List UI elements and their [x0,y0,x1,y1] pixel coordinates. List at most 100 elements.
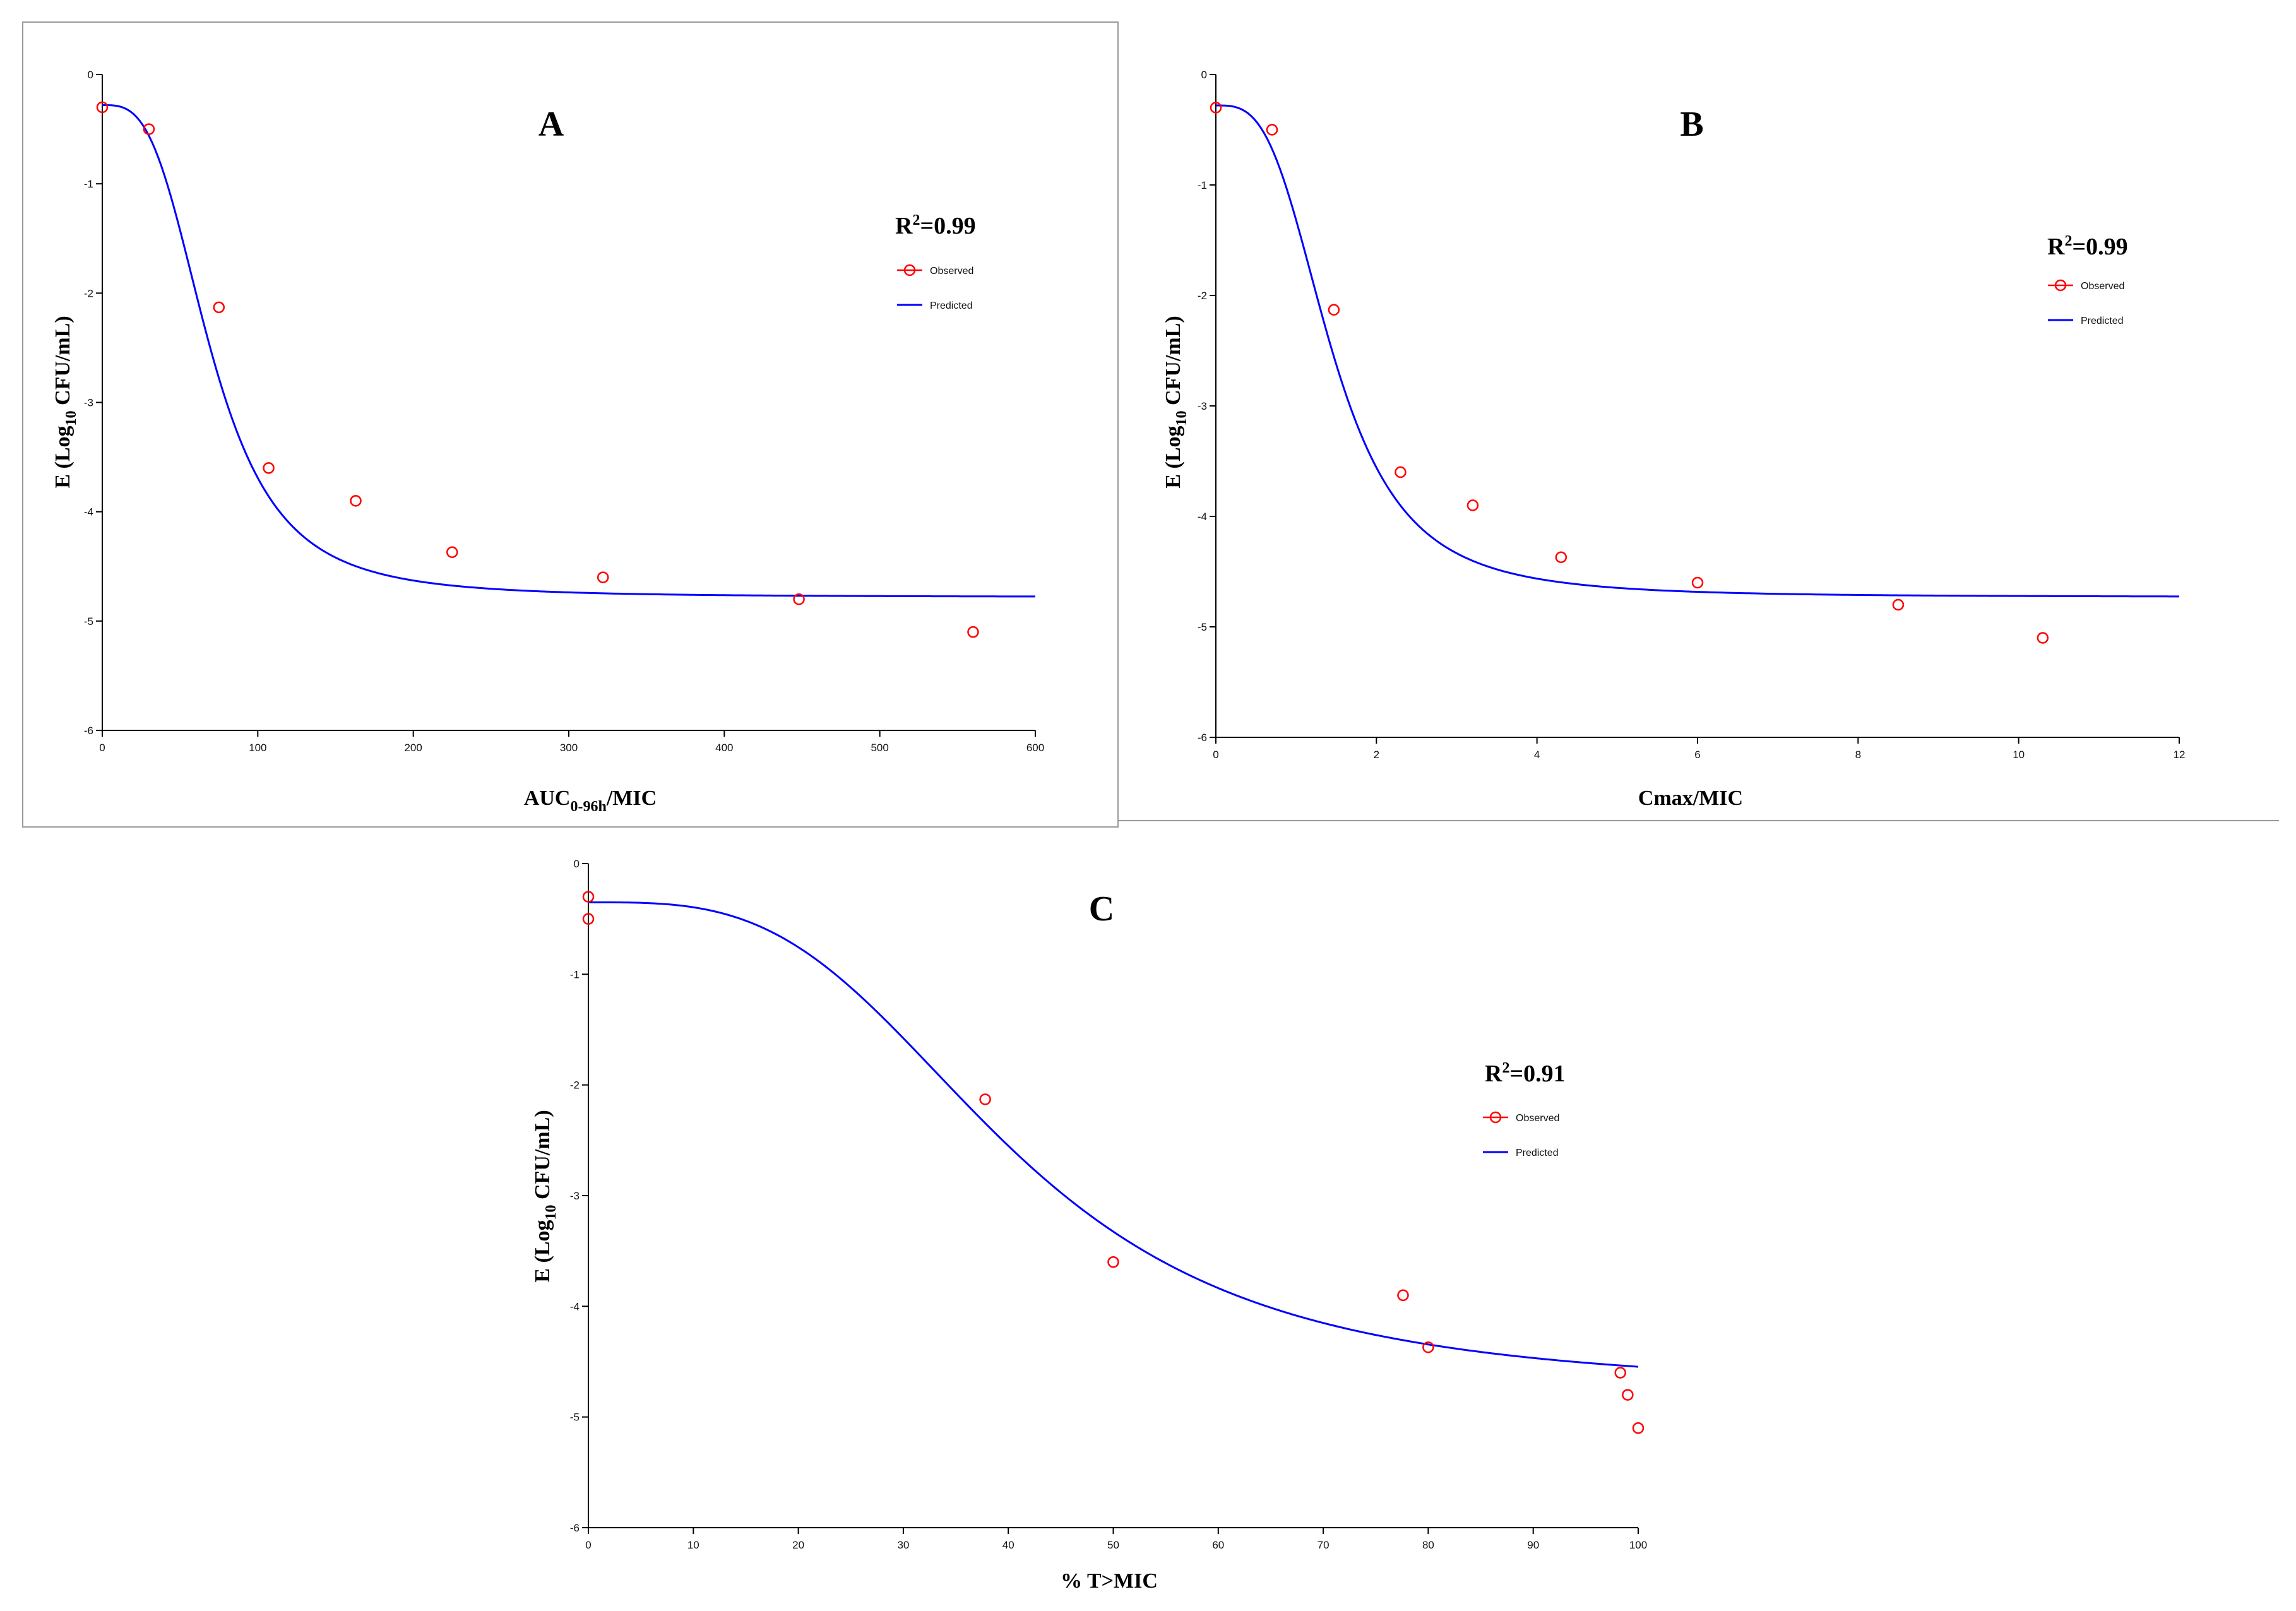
x-tick-label: 30 [897,1539,909,1551]
x-tick-label: 100 [1629,1539,1647,1551]
x-tick-label: 0 [1213,749,1218,761]
y-tick-label: 0 [88,69,93,81]
x-tick-label: 60 [1212,1539,1224,1551]
r2-symbol: R [895,213,913,239]
observed-point [1691,576,1704,589]
x-tick-label: 90 [1527,1539,1539,1551]
observed-point [350,495,362,507]
x-tick-label: 10 [2013,749,2025,761]
x-axis-title: AUC0-96h/MIC [524,787,657,815]
x-axis-title: % T>MIC [1061,1569,1158,1593]
y-axis-title-main: E (Log [1162,425,1185,488]
y-tick-label: -3 [84,397,93,409]
y-tick-label: -5 [84,615,93,627]
y-tick-label: -5 [570,1412,580,1424]
observed-point [1614,1367,1626,1379]
y-axis-title: E (Log10 CFU/mL) [51,316,80,488]
legend: Observed Predicted [897,264,973,311]
y-tick-label: -3 [1198,400,1207,412]
chart-panel-a: 0 100 200 300 400 500 600 0 -1 -2 -3 -4 -5 -6 A R2=0.99… [51,69,1044,815]
y-tick-label: -4 [570,1300,580,1312]
legend-observed-label: Observed [1516,1113,1559,1124]
x-tick-label: 600 [1026,742,1044,754]
y-tick-label: -1 [1198,179,1207,191]
legend-observed-label: Observed [2081,281,2124,292]
observed-point [967,626,979,638]
x-tick-label: 500 [871,742,888,754]
observed-point [446,546,458,558]
observed-point [1422,1341,1434,1353]
x-tick-label: 40 [1002,1539,1014,1551]
observed-point [1266,124,1278,136]
observed-point [597,571,609,583]
r-squared-label: R2=0.91 [1485,1060,1566,1087]
x-tick-label: 2 [1374,749,1379,761]
x-tick-label: 4 [1534,749,1540,761]
r2-value: =0.99 [920,213,975,239]
x-axis-title-main: AUC [524,787,571,810]
legend: Observed Predicted [2048,279,2124,326]
observed-point [582,913,595,925]
y-axis-title-main: E (Log [51,425,74,488]
observed-point [263,462,275,474]
observed-point [793,593,805,605]
observed-point [1397,1289,1409,1302]
panel-letter: B [1680,105,1703,144]
r2-symbol: R [2047,234,2065,260]
y-tick-label: -2 [1198,290,1207,302]
chart-panel-c: 0 10 20 30 40 50 60 70 80 90 100 0 -1 -2 -3 -4 -5 -6 C R2=0… [531,858,1647,1593]
x-axis-title-tail: /MIC [606,787,657,810]
observed-point [1632,1422,1645,1434]
r2-value: =0.91 [1509,1061,1565,1087]
y-tick-label: -6 [1198,732,1207,744]
y-tick-label: -5 [1198,621,1207,633]
observed-point [96,101,109,114]
observed-point [582,891,595,903]
predicted-curve [1215,104,2180,598]
r2-superscript: 2 [912,212,920,229]
observed-point [1210,102,1222,114]
y-tick-label: -1 [570,968,580,980]
y-axis-title-tail: CFU/mL) [531,1110,554,1204]
observed-point [979,1093,991,1105]
x-axis-title-subscript: 0-96h [571,799,607,815]
legend-predicted-label: Predicted [2081,316,2124,326]
y-tick-label: 0 [574,858,580,870]
x-tick-label: 8 [1855,749,1861,761]
y-tick-label: -2 [570,1079,580,1091]
y-tick-label: -4 [84,506,93,518]
panel-letter: C [1089,889,1114,929]
legend-observed-marker [903,264,916,276]
y-axis-title: E (Log10 CFU/mL) [1162,316,1190,488]
x-axis-title-main: % T>MIC [1061,1569,1158,1593]
x-axis-title: Cmax/MIC [1638,787,1743,810]
r-squared-label: R2=0.99 [2047,233,2128,260]
observed-point [143,123,155,135]
observed-point [1328,304,1340,316]
chart-panel-b: 0 2 4 6 8 10 120-1-2-3-4-5-6BR2=0.99ObservedPr… [1162,69,2185,810]
x-tick-label: 300 [560,742,578,754]
chart-panels: 0 100 200 300 400 500 6000-1-2-3-4-5-6AR2=0.99… [51,69,2185,1593]
x-tick-label: 0 [99,742,105,754]
observed-point [1622,1389,1634,1401]
y-axis-title-subscript: 10 [63,410,80,425]
legend-observed-marker [1489,1111,1502,1124]
observed-point [1892,598,1905,611]
y-axis-title-subscript: 10 [1174,410,1190,425]
y-tick-label: -1 [84,178,93,190]
legend-predicted-label: Predicted [1516,1148,1559,1158]
x-tick-label: 20 [792,1539,804,1551]
r2-superscript: 2 [2064,233,2072,249]
observed-point [2037,632,2049,644]
observed-point [1395,466,1407,479]
observed-point [1466,499,1479,511]
r2-superscript: 2 [1502,1060,1509,1076]
y-axis-title: E (Log10 CFU/mL) [531,1110,559,1282]
y-axis-title-main: E (Log [531,1220,554,1282]
legend: Observed Predicted [1483,1111,1559,1158]
observed-point [213,301,225,314]
x-tick-label: 400 [715,742,733,754]
x-axis-title-main: Cmax/MIC [1638,787,1743,810]
